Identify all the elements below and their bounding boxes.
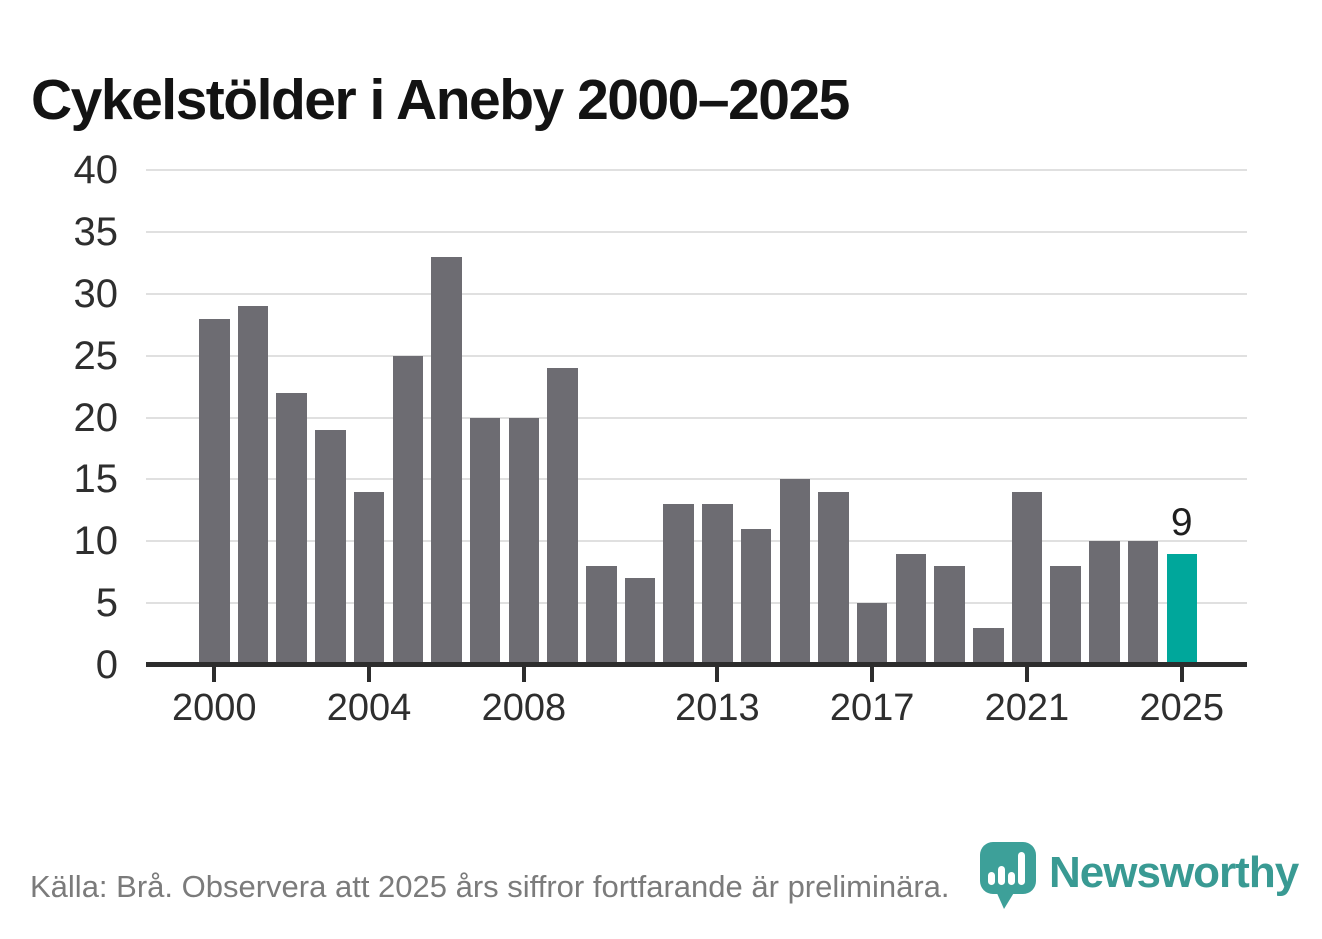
- x-axis-tick-2004: 2004: [326, 687, 412, 729]
- y-axis-tick-40: 40: [73, 148, 119, 192]
- x-axis-tick-2025: 2025: [1139, 687, 1225, 729]
- bar-2019: [934, 566, 965, 665]
- x-axis-tickmark-2013: [715, 667, 720, 682]
- newsworthy-logo: Newsworthy: [979, 841, 1299, 911]
- x-axis-tick-2000: 2000: [171, 687, 257, 729]
- bar-2000: [199, 318, 230, 665]
- gridline-y-20: [146, 416, 1247, 419]
- x-axis-tickmark-2017: [870, 667, 875, 682]
- bar-2023: [1089, 541, 1120, 665]
- gridline-y-30: [146, 292, 1247, 295]
- x-axis-tick-2021: 2021: [984, 687, 1070, 729]
- bar-2015: [779, 479, 810, 665]
- bar-2022: [1050, 566, 1081, 665]
- bar-2002: [276, 392, 307, 665]
- bar-2016: [818, 491, 849, 665]
- x-axis-tickmark-2025: [1179, 667, 1184, 682]
- bar-2009: [547, 368, 578, 665]
- y-axis-tick-10: 10: [73, 519, 119, 564]
- x-axis-tick-2017: 2017: [829, 687, 915, 729]
- x-axis-tickmark-2004: [367, 667, 372, 682]
- gridline-y-35: [146, 230, 1247, 233]
- gridline-y-25: [146, 354, 1247, 357]
- x-axis-tick-2008: 2008: [481, 687, 567, 729]
- y-axis-tick-5: 5: [95, 581, 118, 626]
- x-axis-tickmark-2021: [1024, 667, 1029, 682]
- x-axis-tickmark-2000: [212, 667, 217, 682]
- bar-2013: [702, 504, 733, 665]
- bar-2004: [353, 491, 385, 665]
- bar-2024: [1127, 541, 1159, 665]
- bar-2006: [431, 256, 462, 665]
- bar-2020: [973, 627, 1004, 665]
- gridline-y-5: [146, 602, 1247, 605]
- x-axis-tickmark-2008: [521, 667, 526, 682]
- bar-2012: [663, 504, 694, 665]
- y-axis-tick-25: 25: [73, 333, 119, 378]
- x-axis-tick-2013: 2013: [675, 687, 760, 729]
- bar-2017: [856, 603, 888, 665]
- source-note: Källa: Brå. Observera att 2025 års siffr…: [30, 869, 950, 904]
- bar-2003: [315, 429, 346, 665]
- y-axis-tick-35: 35: [73, 209, 119, 254]
- y-axis-tick-15: 15: [73, 457, 119, 502]
- page-title: Cykelstölder i Aneby 2000–2025: [31, 68, 850, 133]
- newsworthy-bubble-chart-icon: [980, 842, 1036, 909]
- bar-2005: [392, 355, 423, 665]
- highlight-value-label: 9: [1170, 501, 1193, 544]
- y-axis-tick-0: 0: [95, 643, 118, 687]
- newsworthy-logo-text: Newsworthy: [1049, 848, 1299, 897]
- gridline-y-15: [146, 478, 1247, 481]
- bar-2018: [895, 553, 927, 665]
- bar-2014: [740, 528, 772, 665]
- gridline-y-40: [146, 169, 1247, 171]
- bar-2021: [1011, 491, 1043, 665]
- x-axis-line: [146, 662, 1247, 667]
- y-axis-tick-20: 20: [73, 395, 119, 440]
- bar-2010: [586, 566, 617, 665]
- bar-2025: [1166, 553, 1197, 665]
- bar-2011: [624, 578, 656, 665]
- gridline-y-10: [146, 540, 1247, 543]
- y-axis-tick-30: 30: [73, 271, 119, 316]
- bar-2007: [469, 417, 501, 665]
- bar-2001: [237, 306, 269, 665]
- bar-2008: [508, 417, 540, 665]
